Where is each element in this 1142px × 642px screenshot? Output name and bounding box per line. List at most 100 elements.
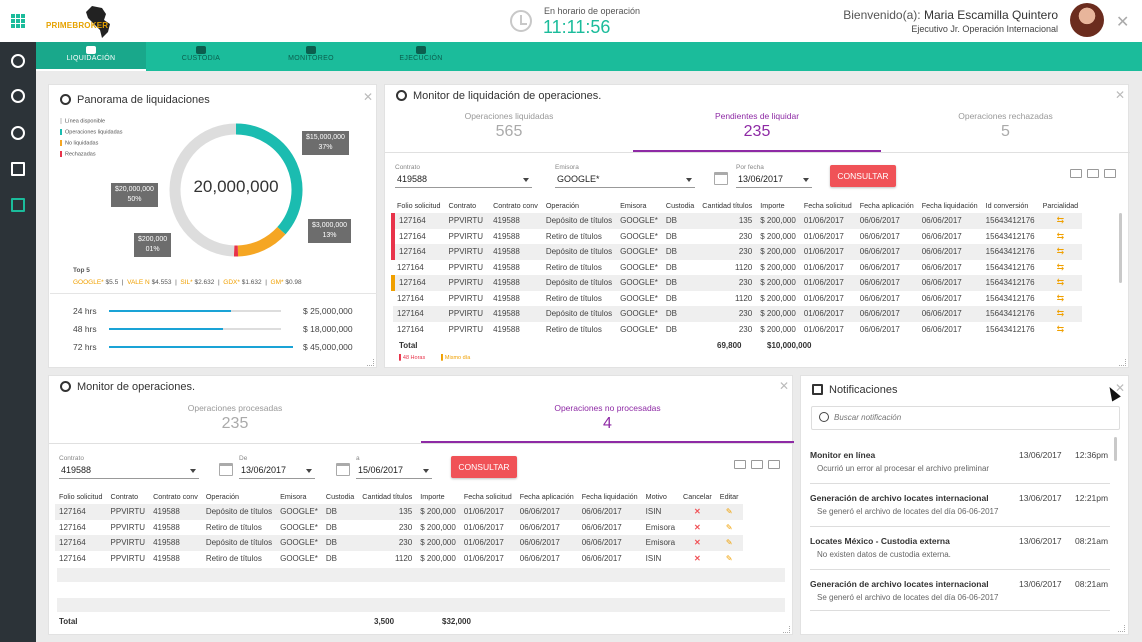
- parcialidad-cell[interactable]: ⇆: [1039, 229, 1083, 245]
- cancel-icon[interactable]: ✕: [694, 522, 701, 532]
- column-header[interactable]: Importe: [760, 200, 785, 210]
- cancel-cell[interactable]: ✕: [679, 551, 716, 567]
- cancel-icon[interactable]: ✕: [694, 538, 701, 548]
- column-header[interactable]: Contrato conv: [153, 491, 198, 501]
- edit-cell[interactable]: ✎: [716, 551, 743, 567]
- cancel-cell[interactable]: ✕: [679, 504, 716, 520]
- tab-rechazadas[interactable]: Operaciones rechazadas 5: [958, 111, 1053, 140]
- share-icon[interactable]: [1104, 169, 1116, 178]
- column-header[interactable]: Cantidad títulos: [702, 200, 753, 210]
- resize-handle[interactable]: [783, 626, 790, 633]
- calendar-icon[interactable]: [11, 198, 25, 212]
- de-date-select[interactable]: De 13/06/2017: [239, 455, 315, 479]
- column-header[interactable]: Contrato conv: [493, 200, 538, 210]
- column-header[interactable]: Contrato: [110, 491, 139, 501]
- donut-slice-l-nea-disponible[interactable]: [169, 123, 237, 257]
- cancel-cell[interactable]: ✕: [679, 520, 716, 536]
- parcialidad-cell[interactable]: ⇆: [1039, 291, 1083, 307]
- table-row[interactable]: 127164 PPVIRTU 419588 Retiro de títulos GOOG…: [55, 520, 743, 536]
- edit-cell[interactable]: ✎: [715, 504, 743, 520]
- column-header[interactable]: Parcialidad: [1042, 200, 1079, 210]
- parcialidad-cell[interactable]: ⇆: [1038, 306, 1083, 322]
- export-icon[interactable]: [1087, 169, 1099, 178]
- close-icon[interactable]: ✕: [1116, 14, 1130, 31]
- partial-icon[interactable]: ⇆: [1056, 292, 1065, 303]
- scrollbar[interactable]: [1114, 437, 1117, 461]
- column-header[interactable]: Folio solicitud: [397, 200, 441, 210]
- column-header[interactable]: Editar: [719, 491, 739, 501]
- column-header[interactable]: Importe: [420, 491, 445, 501]
- nav-monitoreo[interactable]: MONITOREO: [256, 42, 366, 71]
- calendar-icon[interactable]: [219, 463, 233, 476]
- column-header[interactable]: Fecha solicitud: [463, 491, 512, 501]
- close-icon[interactable]: ✕: [1115, 88, 1126, 102]
- column-header[interactable]: Custodia: [665, 200, 695, 210]
- export-icon[interactable]: [751, 460, 763, 469]
- parcialidad-cell[interactable]: ⇆: [1039, 260, 1083, 276]
- column-header[interactable]: Fecha solicitud: [803, 200, 852, 210]
- parcialidad-cell[interactable]: ⇆: [1038, 275, 1083, 291]
- column-header[interactable]: Fecha aplicación: [519, 491, 574, 501]
- document-icon[interactable]: [11, 162, 25, 176]
- parcialidad-cell[interactable]: ⇆: [1038, 244, 1083, 260]
- column-header[interactable]: Cancelar: [683, 491, 712, 501]
- nav-liquidacion[interactable]: LIQUIDACIÓN: [36, 42, 146, 71]
- cancel-icon[interactable]: ✕: [694, 507, 701, 517]
- email-icon[interactable]: [734, 460, 746, 469]
- table-row[interactable]: 127164 PPVIRTU 419588 Depósito de títulos GO…: [391, 244, 1083, 260]
- parcialidad-cell[interactable]: ⇆: [1039, 322, 1083, 338]
- partial-icon[interactable]: ⇆: [1056, 215, 1065, 226]
- column-header[interactable]: Folio solicitud: [59, 491, 103, 501]
- scrollbar[interactable]: [1119, 213, 1122, 283]
- resize-handle[interactable]: [367, 359, 374, 366]
- table-row[interactable]: 127164 PPVIRTU 419588 Depósito de títulos GO…: [391, 213, 1083, 229]
- cancel-cell[interactable]: ✕: [679, 535, 716, 551]
- consultar-button[interactable]: CONSULTAR: [830, 165, 896, 187]
- pencil-icon[interactable]: ✎: [725, 522, 733, 532]
- table-row[interactable]: 127164 PPVIRTU 419588 Depósito de títulos GO…: [55, 535, 743, 551]
- partial-icon[interactable]: ⇆: [1056, 230, 1065, 241]
- calendar-icon[interactable]: [336, 463, 350, 476]
- contrato-select[interactable]: Contrato 419588: [59, 455, 199, 479]
- partial-icon[interactable]: ⇆: [1056, 261, 1065, 272]
- pencil-icon[interactable]: ✎: [725, 507, 733, 517]
- close-icon[interactable]: ✕: [363, 90, 374, 104]
- consultar-button[interactable]: CONSULTAR: [451, 456, 517, 478]
- table-row[interactable]: 127164 PPVIRTU 419588 Depósito de títulos GO…: [393, 306, 1083, 322]
- column-header[interactable]: Custodia: [325, 491, 355, 501]
- edit-cell[interactable]: ✎: [715, 535, 743, 551]
- pencil-icon[interactable]: ✎: [725, 538, 733, 548]
- column-header[interactable]: Emisora: [280, 491, 307, 501]
- partial-icon[interactable]: ⇆: [1056, 246, 1065, 257]
- fecha-select[interactable]: Por fecha 13/06/2017: [736, 164, 812, 188]
- notification-item[interactable]: Locates México - Custodia externa No exis…: [810, 536, 1110, 570]
- table-row[interactable]: 127164 PPVIRTU 419588 Retiro de títulos GOOG…: [393, 260, 1082, 276]
- notification-item[interactable]: Monitor en línea Ocurrió un error al proc…: [810, 450, 1110, 484]
- share-icon[interactable]: [768, 460, 780, 469]
- table-row[interactable]: 127164 PPVIRTU 419588 Retiro de títulos GOOG…: [391, 228, 1083, 245]
- table-row[interactable]: 127164 PPVIRTU 419588 Depósito de títulos GO…: [55, 504, 743, 520]
- cancel-icon[interactable]: ✕: [694, 553, 701, 563]
- apps-grid-icon[interactable]: [11, 14, 25, 28]
- column-header[interactable]: Operación: [545, 200, 579, 210]
- resize-handle[interactable]: [1119, 359, 1126, 366]
- tab-procesadas[interactable]: Operaciones procesadas 235: [187, 403, 283, 432]
- a-date-select[interactable]: a 15/06/2017: [356, 455, 432, 479]
- tab-pendientes[interactable]: Pendientes de liquidar 235: [633, 111, 881, 152]
- table-row[interactable]: 127164 PPVIRTU 419588 Retiro de títulos GOOG…: [55, 551, 743, 567]
- email-icon[interactable]: [1070, 169, 1082, 178]
- column-header[interactable]: Fecha liquidación: [921, 200, 978, 210]
- logo[interactable]: PRIMEBROKER: [46, 4, 126, 40]
- resize-handle[interactable]: [1118, 625, 1125, 632]
- notification-search[interactable]: [811, 406, 1120, 430]
- liquidacion-icon[interactable]: [11, 54, 25, 68]
- table-row[interactable]: 127164 PPVIRTU 419588 Retiro de títulos GOOG…: [393, 322, 1082, 338]
- avatar[interactable]: [1070, 3, 1104, 37]
- column-header[interactable]: Cantidad títulos: [362, 491, 413, 501]
- parcialidad-cell[interactable]: ⇆: [1038, 213, 1083, 229]
- column-header[interactable]: Emisora: [620, 200, 647, 210]
- column-header[interactable]: Operación: [205, 491, 239, 501]
- nav-ejecucion[interactable]: EJECUCIÓN: [366, 42, 476, 71]
- partial-icon[interactable]: ⇆: [1056, 277, 1065, 288]
- pencil-icon[interactable]: ✎: [725, 553, 733, 563]
